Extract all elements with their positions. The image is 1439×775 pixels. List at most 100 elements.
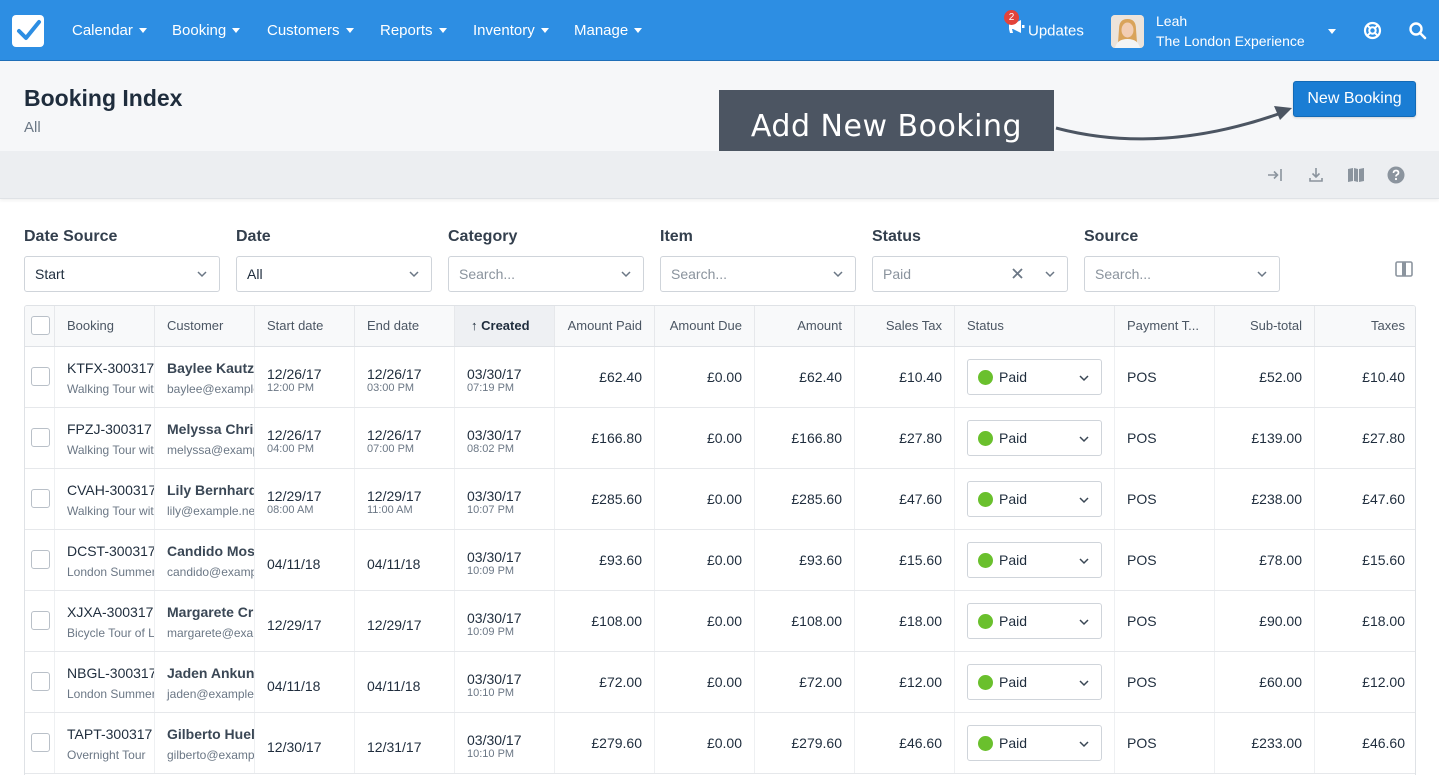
cell-end: 04/11/18 [355,652,455,712]
customer-name-link[interactable]: Margarete Crooks [167,604,254,620]
user-name[interactable]: Leah [1156,13,1188,29]
row-status-select[interactable]: Paid [967,542,1102,578]
booking-code-link[interactable]: KTFX-300317 [67,360,155,376]
customer-name-link[interactable]: Gilberto Huels [167,726,255,742]
booking-code-link[interactable]: CVAH-300317 [67,482,155,498]
cell-taxes: £46.60 [1315,713,1415,773]
nav-calendar[interactable]: Calendar [72,21,147,41]
user-avatar[interactable] [1111,15,1144,48]
status-filter-select[interactable]: Paid [872,256,1068,292]
col-subtotal[interactable]: Sub-total [1215,306,1315,346]
row-status-select[interactable]: Paid [967,481,1102,517]
col-customer[interactable]: Customer [155,306,255,346]
question-help-icon[interactable] [1387,166,1405,184]
col-taxes[interactable]: Taxes [1371,318,1405,333]
user-menu-chevron-down-icon[interactable] [1328,29,1336,34]
booking-code-link[interactable]: FPZJ-300317 [67,421,152,437]
nav-manage[interactable]: Manage [574,21,643,41]
book-icon[interactable] [1347,166,1365,184]
row-checkbox[interactable] [31,489,50,508]
row-status-select[interactable]: Paid [967,603,1102,639]
columns-toggle-icon[interactable] [1395,261,1413,277]
date-source-value: Start [35,266,65,282]
row-status-value: Paid [999,613,1028,629]
app-logo-checkmark-icon[interactable] [12,15,44,47]
customer-name-link[interactable]: Lily Bernhard [167,482,255,498]
new-booking-button[interactable]: New Booking [1293,81,1416,117]
col-booking[interactable]: Booking [55,306,155,346]
customer-email: gilberto@example.net [167,748,255,762]
table-row[interactable]: TAPT-300317 Overnight Tour Gilberto Huels g… [25,713,1415,774]
cell-amount-paid: £285.60 [555,469,655,529]
nav-reports[interactable]: Reports [380,21,447,41]
end-date-value: 12/29/17 [367,617,422,633]
lifebuoy-help-icon[interactable] [1363,21,1382,40]
customer-name-link[interactable]: Jaden Ankunding [167,665,255,681]
created-time-value: 10:07 PM [467,504,515,516]
row-checkbox[interactable] [31,611,50,630]
date-source-select[interactable]: Start [24,256,220,292]
row-status-select[interactable]: Paid [967,359,1102,395]
booking-code-link[interactable]: XJXA-300317 [67,604,154,620]
category-select[interactable]: Search... [448,256,644,292]
search-icon[interactable] [1408,21,1427,40]
import-icon[interactable] [1266,166,1284,184]
item-select[interactable]: Search... [660,256,856,292]
cell-amount-paid: £108.00 [555,591,655,651]
date-select[interactable]: All [236,256,432,292]
amount-value: £62.40 [799,369,842,385]
booking-code-link[interactable]: TAPT-300317 [67,726,153,742]
col-amount-due[interactable]: Amount Due [655,306,755,346]
status-paid-dot-icon [978,492,993,507]
col-start-date[interactable]: Start date [255,306,355,346]
col-created[interactable]: ↑ Created [455,306,555,346]
cell-cb [25,408,55,468]
row-checkbox[interactable] [31,672,50,691]
row-status-select[interactable]: Paid [967,664,1102,700]
row-checkbox[interactable] [31,733,50,752]
customer-name-link[interactable]: Melyssa Christiansen [167,421,254,437]
nav-customers[interactable]: Customers [267,21,354,41]
nav-booking[interactable]: Booking [172,21,241,41]
source-select[interactable]: Search... [1084,256,1280,292]
row-status-value: Paid [999,735,1028,751]
subtotal-value: £233.00 [1251,735,1302,751]
col-payment-type[interactable]: Payment T... [1115,306,1215,346]
row-status-select[interactable]: Paid [967,725,1102,761]
col-end-date[interactable]: End date [355,306,455,346]
table-row[interactable]: XJXA-300317 Bicycle Tour of London Margare… [25,591,1415,652]
col-amount[interactable]: Amount [755,306,855,346]
nav-inventory[interactable]: Inventory [473,21,549,41]
select-all-checkbox[interactable] [31,316,50,335]
cell-sales-tax: £10.40 [855,347,955,407]
row-checkbox[interactable] [31,428,50,447]
col-status[interactable]: Status [955,306,1115,346]
user-company[interactable]: The London Experience [1156,33,1305,49]
chevron-down-icon [1079,558,1089,565]
row-checkbox[interactable] [31,367,50,386]
row-checkbox[interactable] [31,550,50,569]
booking-code-link[interactable]: DCST-300317 [67,543,155,559]
header-select-all-cell [25,306,55,346]
megaphone-icon [1008,19,1025,40]
row-status-select[interactable]: Paid [967,420,1102,456]
col-sales-tax[interactable]: Sales Tax [855,306,955,346]
clear-x-icon[interactable] [1012,268,1023,279]
booking-item-name: Bicycle Tour of London [67,626,155,640]
updates-button[interactable]: Updates [1008,19,1084,42]
customer-name-link[interactable]: Baylee Kautzer [167,360,255,376]
chevron-down-icon [345,27,354,33]
row-status-value: Paid [999,491,1028,507]
booking-code-link[interactable]: NBGL-300317 [67,665,155,681]
cell-customer: Lily Bernhard lily@example.net [155,469,255,529]
cell-start: 04/11/18 [255,652,355,712]
download-icon[interactable] [1307,166,1325,184]
start-date-value: 12/30/17 [267,739,322,755]
col-amount-paid[interactable]: Amount Paid [555,306,655,346]
customer-name-link[interactable]: Candido Mosciski [167,543,255,559]
